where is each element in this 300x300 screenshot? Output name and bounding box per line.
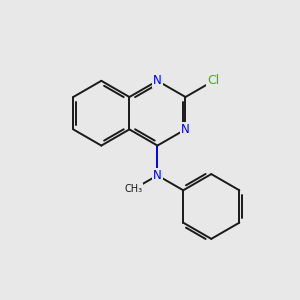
Text: Cl: Cl <box>207 74 220 87</box>
Text: N: N <box>153 169 162 182</box>
Text: N: N <box>181 123 190 136</box>
Text: N: N <box>153 74 162 87</box>
Text: CH₃: CH₃ <box>124 184 143 194</box>
